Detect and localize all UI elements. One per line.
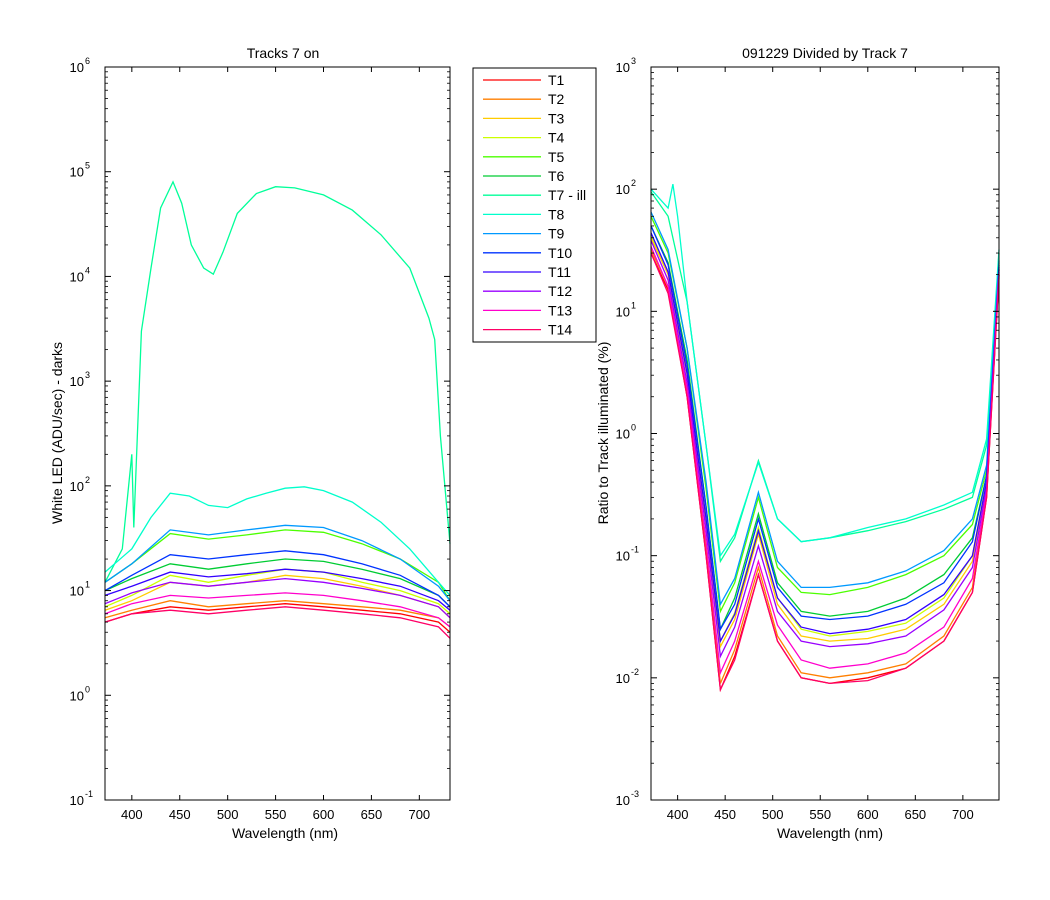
right-chart-x-axis-label: Wavelength (nm): [777, 825, 883, 841]
legend-label: T14: [548, 322, 572, 338]
left-series-line-t12: [104, 577, 451, 619]
left-x-tick-label: 600: [313, 807, 335, 822]
left-y-tick-label-exponent: 0: [85, 684, 90, 694]
legend-label: T4: [548, 130, 565, 146]
left-chart-series-group: [104, 180, 451, 639]
right-y-tick-label-base: 10: [616, 427, 630, 442]
left-series-line-t8: [104, 486, 451, 596]
right-chart-y-axis-label: Ratio to Track illuminated (%): [595, 342, 611, 525]
right-y-tick-label-base: 10: [616, 793, 630, 808]
legend-label: T10: [548, 245, 572, 261]
left-y-tick-label-exponent: 4: [85, 265, 90, 275]
left-y-tick-label-exponent: 3: [85, 370, 90, 380]
right-y-tick-label-base: 10: [616, 60, 630, 75]
legend-label: T8: [548, 206, 565, 222]
right-series-line-t10: [650, 225, 1000, 632]
right-y-tick-label-exponent: -2: [631, 667, 639, 677]
left-y-tick-label-base: 10: [70, 374, 84, 389]
right-series-line-t13: [650, 246, 1000, 676]
left-y-tick-label-base: 10: [70, 60, 84, 75]
right-y-tick-label-base: 10: [616, 304, 630, 319]
left-y-tick-label-base: 10: [70, 479, 84, 494]
left-series-line-t1: [104, 603, 451, 633]
left-chart-title: Tracks 7 on: [247, 45, 320, 61]
right-x-tick-label: 450: [714, 807, 736, 822]
left-chart-y-axis-label: White LED (ADU/sec) - darks: [49, 342, 65, 524]
right-chart-series-group: [650, 183, 1000, 693]
legend-label: T1: [548, 72, 565, 88]
right-x-tick-label: 650: [904, 807, 926, 822]
left-y-tick-label-exponent: 2: [85, 475, 90, 485]
legend-label: T3: [548, 110, 565, 126]
left-y-tick-label-exponent: -1: [85, 789, 93, 799]
legend-label: T7 - ill: [548, 187, 586, 203]
left-chart-plot-frame: [104, 66, 451, 801]
right-series-line-t8: [650, 183, 1000, 558]
right-x-tick-label: 700: [952, 807, 974, 822]
legend-label: T9: [548, 226, 565, 242]
legend-items: T1 T2 T3 T4 T5 T6 T7 - ill T8 T9 T10 T11 T12 T13 T14: [483, 72, 586, 338]
left-series-line-t9: [104, 524, 451, 602]
right-y-tick-label-exponent: 0: [631, 423, 636, 433]
left-series-line-t10: [104, 550, 451, 608]
right-series-line-t12: [650, 240, 1000, 659]
left-y-tick-label-exponent: 6: [85, 56, 90, 66]
right-y-tick-label-base: 10: [616, 671, 630, 686]
left-x-tick-label: 650: [361, 807, 383, 822]
left-y-tick-label-exponent: 5: [85, 161, 90, 171]
right-y-tick-label-base: 10: [616, 549, 630, 564]
right-x-tick-label: 550: [809, 807, 831, 822]
left-y-tick-label-base: 10: [70, 793, 84, 808]
right-series-line-t9: [650, 211, 1000, 607]
left-x-tick-label: 700: [408, 807, 430, 822]
right-chart: 091229 Divided by Track 7 400 450 500 550 60…: [595, 45, 1000, 841]
legend-label: T2: [548, 91, 565, 107]
right-y-tick-label-exponent: 1: [631, 300, 636, 310]
right-y-tick-label-base: 10: [616, 182, 630, 197]
legend-label: T13: [548, 302, 572, 318]
left-y-tick-label-base: 10: [70, 584, 84, 599]
legend-label: T6: [548, 168, 565, 184]
left-y-tick-label-base: 10: [70, 688, 84, 703]
right-chart-title: 091229 Divided by Track 7: [742, 45, 908, 61]
left-series-line-t6: [104, 558, 451, 608]
right-x-tick-label: 400: [667, 807, 689, 822]
right-x-tick-label: 500: [762, 807, 784, 822]
legend-label: T11: [548, 264, 571, 280]
left-series-line-t2: [104, 600, 451, 628]
right-x-tick-label: 600: [857, 807, 879, 822]
left-x-tick-label: 500: [217, 807, 239, 822]
legend-label: T12: [548, 283, 572, 299]
left-y-tick-label-exponent: 1: [85, 580, 90, 590]
right-series-line-t14: [650, 252, 1000, 693]
left-x-tick-label: 550: [265, 807, 287, 822]
left-chart-x-axis-label: Wavelength (nm): [232, 825, 338, 841]
left-series-line-t7-ill: [104, 180, 451, 583]
left-x-tick-label: 450: [169, 807, 191, 822]
left-series-line-t5: [104, 529, 451, 602]
left-y-tick-label-base: 10: [70, 269, 84, 284]
legend-box: [472, 67, 597, 343]
right-y-tick-label-exponent: -3: [631, 789, 639, 799]
left-series-line-t13: [104, 592, 451, 628]
right-y-tick-label-exponent: 3: [631, 56, 636, 66]
right-y-tick-label-exponent: -1: [631, 545, 639, 555]
legend: T1 T2 T3 T4 T5 T6 T7 - ill T8 T9 T10 T11 T12 T13 T14: [472, 67, 597, 343]
left-y-tick-label-base: 10: [70, 165, 84, 180]
right-series-line-t11: [650, 232, 1000, 644]
left-series-line-t11: [104, 568, 451, 611]
left-x-tick-label: 400: [121, 807, 143, 822]
right-y-tick-label-exponent: 2: [631, 178, 636, 188]
left-series-line-t14: [104, 606, 451, 639]
legend-label: T5: [548, 149, 565, 165]
